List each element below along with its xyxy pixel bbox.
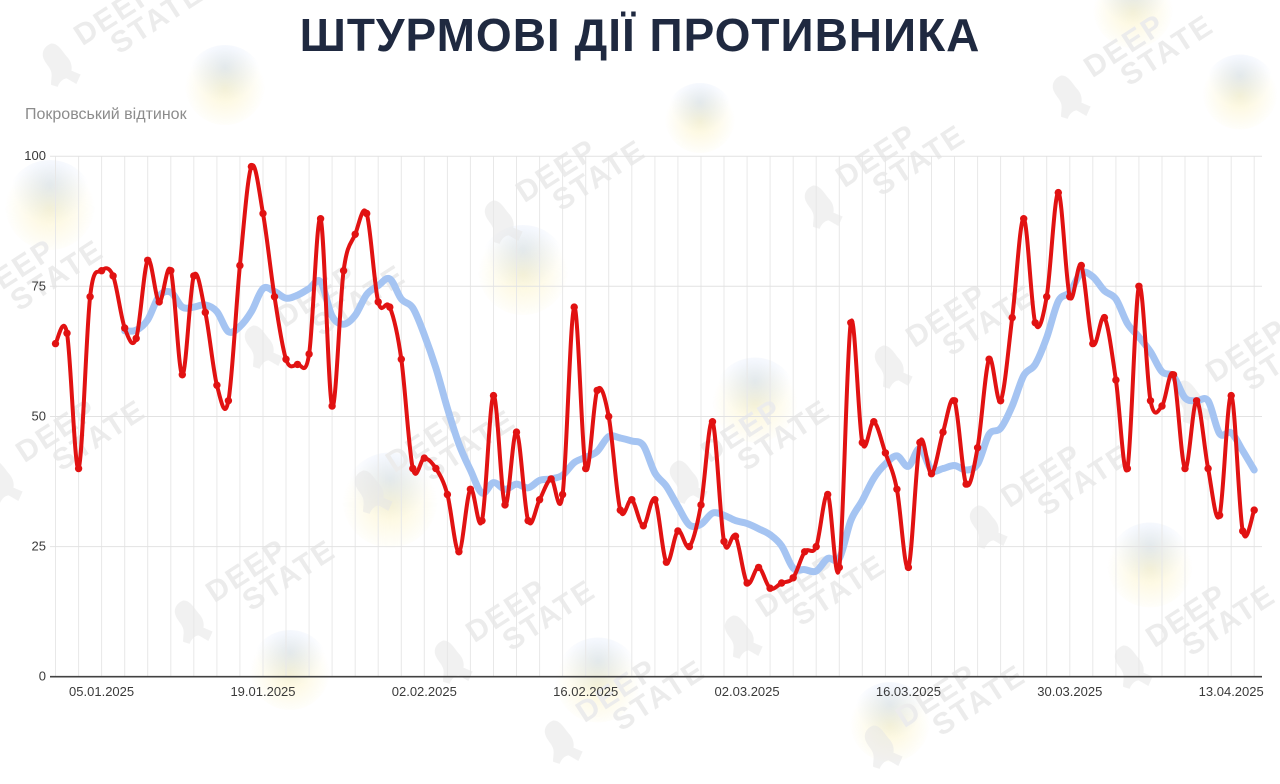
svg-text:75: 75 [32,278,46,293]
svg-text:02.03.2025: 02.03.2025 [715,684,780,699]
assault-actions-chart: 0 25 50 75 100 05.01.2025 19.01.2025 02.02.2025… [24,148,1264,699]
page-title: ШТУРМОВІ ДІЇ ПРОТИВНИКА [299,9,981,61]
chart-subtitle: Покровський відтинок [25,106,187,123]
svg-text:19.01.2025: 19.01.2025 [230,684,295,699]
svg-text:16.02.2025: 16.02.2025 [553,684,618,699]
daily-series-markers [51,162,1258,592]
svg-text:30.03.2025: 30.03.2025 [1037,684,1102,699]
x-axis-labels: 05.01.2025 19.01.2025 02.02.2025 16.02.2025… [69,684,1264,699]
svg-text:0: 0 [39,669,46,684]
svg-text:25: 25 [32,539,46,554]
y-gridlines [50,155,1262,548]
svg-text:16.03.2025: 16.03.2025 [876,684,941,699]
chart-svg: 0 25 50 75 100 05.01.2025 19.01.2025 02.02.2025… [24,148,1264,699]
moving-average-line [121,268,1258,576]
svg-text:50: 50 [32,409,46,424]
svg-text:100: 100 [24,148,46,163]
svg-text:13.04.2025: 13.04.2025 [1199,684,1264,699]
svg-text:05.01.2025: 05.01.2025 [69,684,134,699]
svg-text:02.02.2025: 02.02.2025 [392,684,457,699]
y-axis-labels: 0 25 50 75 100 [24,148,46,684]
